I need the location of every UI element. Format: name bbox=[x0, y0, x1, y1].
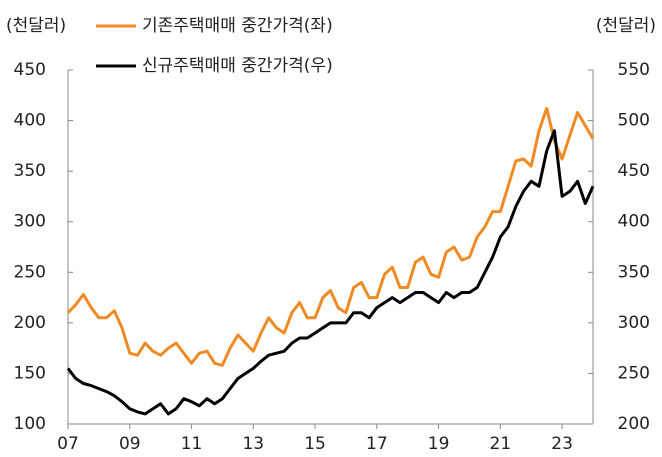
y2-tick-label: 500 bbox=[618, 111, 650, 131]
legend-label: 기존주택매매 중간가격(좌) bbox=[142, 16, 333, 36]
series-line bbox=[66, 129, 595, 416]
x-tick-label: 19 bbox=[428, 434, 450, 454]
series-line bbox=[66, 106, 595, 367]
x-tick-label: 17 bbox=[366, 434, 388, 454]
y2-tick-label: 300 bbox=[618, 313, 650, 333]
y2-tick-label: 200 bbox=[618, 414, 650, 434]
y-tick-label: 350 bbox=[14, 161, 46, 181]
y-axis-label: (천달러) bbox=[6, 16, 66, 36]
legend-label: 신규주택매매 중간가격(우) bbox=[142, 56, 333, 76]
x-tick-label: 23 bbox=[551, 434, 573, 454]
x-tick-label: 21 bbox=[490, 434, 512, 454]
y-tick-label: 250 bbox=[14, 262, 46, 282]
y-tick-label: 400 bbox=[14, 111, 46, 131]
x-tick-label: 11 bbox=[181, 434, 203, 454]
y2-tick-label: 400 bbox=[618, 212, 650, 232]
x-tick-label: 13 bbox=[242, 434, 264, 454]
y-tick-label: 150 bbox=[14, 363, 46, 383]
y2-tick-label: 550 bbox=[618, 60, 650, 80]
y-tick-label: 450 bbox=[14, 60, 46, 80]
y-tick-label: 100 bbox=[14, 414, 46, 434]
x-tick-label: 15 bbox=[304, 434, 326, 454]
y2-axis-label: (천달러) bbox=[596, 16, 656, 36]
y2-tick-label: 450 bbox=[618, 161, 650, 181]
x-tick-label: 09 bbox=[119, 434, 141, 454]
y-tick-label: 200 bbox=[14, 313, 46, 333]
y2-tick-label: 250 bbox=[618, 363, 650, 383]
x-tick-label: 07 bbox=[57, 434, 79, 454]
y-tick-label: 300 bbox=[14, 212, 46, 232]
y2-tick-label: 350 bbox=[618, 262, 650, 282]
